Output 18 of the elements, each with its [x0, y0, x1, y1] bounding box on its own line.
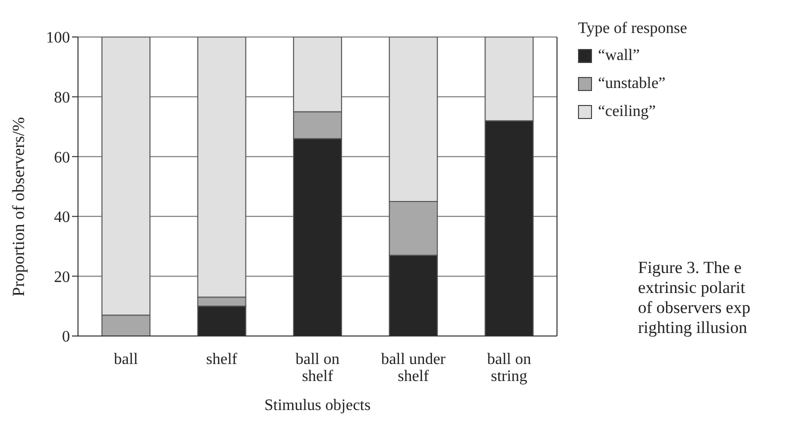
legend-title: Type of response — [578, 20, 688, 38]
caption: Figure 3. The e extrinsic polarit of observers exp righting illusion — [638, 258, 750, 338]
legend-label: “unstable” — [598, 75, 666, 93]
x-tick-label: shelf — [206, 351, 238, 368]
legend-label: “wall” — [598, 47, 640, 65]
y-tick-label: 40 — [54, 209, 70, 226]
y-tick-label: 100 — [46, 30, 70, 47]
x-tick-label: ball on shelf — [296, 351, 340, 385]
x-tick-label: ball on string — [487, 351, 532, 385]
x-axis-title: Stimulus objects — [264, 397, 371, 414]
y-axis-title: Proportion of observers/% — [9, 117, 28, 296]
legend-label: “ceiling” — [598, 103, 656, 121]
y-tick-label: 20 — [54, 268, 70, 286]
y-tick-label: 0 — [62, 328, 70, 346]
x-tick-label: ball — [114, 351, 138, 368]
x-tick-label: ball under shelf — [381, 351, 446, 385]
y-tick-label: 80 — [54, 89, 70, 106]
y-tick-label: 60 — [54, 149, 70, 166]
